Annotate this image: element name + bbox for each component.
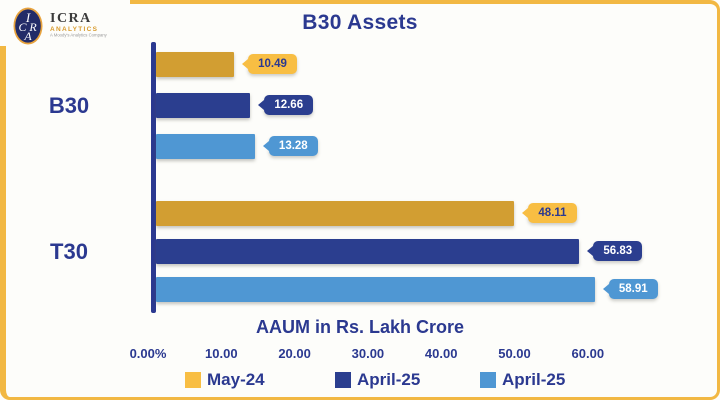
category-label-b30: B30 bbox=[48, 93, 90, 118]
x-axis-title: AAUM in Rs. Lakh Crore bbox=[255, 317, 465, 337]
x-tick-60: 60.00 bbox=[571, 346, 605, 361]
bar-b30-may24 bbox=[156, 52, 235, 77]
value-label-b30-may24: 10.49 bbox=[242, 54, 297, 74]
legend-swatch-may24 bbox=[185, 372, 201, 388]
monogram-letter-i: I bbox=[25, 10, 31, 25]
value-label-b30-april25-light: 13.28 bbox=[262, 136, 318, 156]
x-tick-40: 40.00 bbox=[424, 346, 458, 361]
legend-label-may24: May-24 bbox=[207, 370, 265, 389]
bar-t30-april25-dark bbox=[156, 239, 580, 264]
x-tick-20: 20.00 bbox=[278, 346, 311, 361]
x-tick-10: 10.00 bbox=[205, 346, 238, 361]
legend-label-april25-dark: April-25 bbox=[357, 370, 421, 389]
logo-tagline: A Moody's Analytics Company bbox=[50, 32, 107, 38]
legend-item-may24: May-24 bbox=[185, 370, 265, 390]
value-label-t30-april25-dark: 56.83 bbox=[587, 241, 643, 261]
bar-row-t30-april25-light: 58.91 bbox=[156, 277, 708, 302]
icra-logo-text: ICRA ANALYTICS A Moody's Analytics Compa… bbox=[50, 11, 117, 39]
x-tick-0: 0.00% bbox=[129, 346, 167, 361]
x-axis-ticks: 0.00% 10.00 20.00 30.00 40.00 50.00 60.0… bbox=[130, 346, 668, 362]
legend-item-april25-dark: April-25 bbox=[335, 370, 420, 390]
value-label-b30-april25-dark: 12.66 bbox=[258, 95, 314, 115]
icra-logo-emblem: I C R A bbox=[13, 7, 43, 44]
bar-row-b30-may24: 10.49 bbox=[156, 52, 708, 77]
bar-t30-april25-light bbox=[156, 277, 595, 302]
chart-title: B30 Assets bbox=[302, 11, 418, 34]
x-tick-50: 50.00 bbox=[498, 346, 531, 361]
legend-item-april25-light: April-25 bbox=[480, 370, 565, 390]
legend: May-24 April-25 April-25 bbox=[0, 370, 720, 392]
bar-row-t30-april25-dark: 56.83 bbox=[156, 239, 708, 264]
bar-row-t30-may24: 48.11 bbox=[156, 201, 708, 226]
legend-swatch-april25-dark bbox=[335, 372, 351, 388]
monogram-letter-c: C bbox=[18, 20, 27, 34]
value-label-t30-may24: 48.11 bbox=[522, 203, 577, 223]
y-axis-line bbox=[151, 42, 156, 313]
x-tick-30: 30.00 bbox=[351, 346, 385, 361]
bar-b30-april25-light bbox=[156, 134, 255, 159]
plot-area: 10.49 12.66 13.28 48.11 56.83 58.91 bbox=[156, 42, 708, 313]
bar-row-b30-april25-light: 13.28 bbox=[156, 134, 708, 159]
bar-t30-may24 bbox=[156, 201, 515, 226]
legend-swatch-april25-light bbox=[480, 372, 496, 388]
legend-label-april25-light: April-25 bbox=[502, 370, 566, 389]
logo-name: ICRA bbox=[50, 11, 92, 27]
bar-row-b30-april25-dark: 12.66 bbox=[156, 93, 708, 118]
category-label-t30: T30 bbox=[50, 239, 88, 264]
icra-logo: I C R A ICRA ANALYTICS A Moody's Analyti… bbox=[0, 0, 130, 46]
bar-b30-april25-dark bbox=[156, 93, 251, 118]
value-label-t30-april25-light: 58.91 bbox=[602, 279, 658, 299]
monogram-letter-r: R bbox=[28, 20, 37, 34]
logo-subtitle: ANALYTICS bbox=[50, 25, 99, 33]
monogram-letter-a: A bbox=[23, 29, 32, 43]
